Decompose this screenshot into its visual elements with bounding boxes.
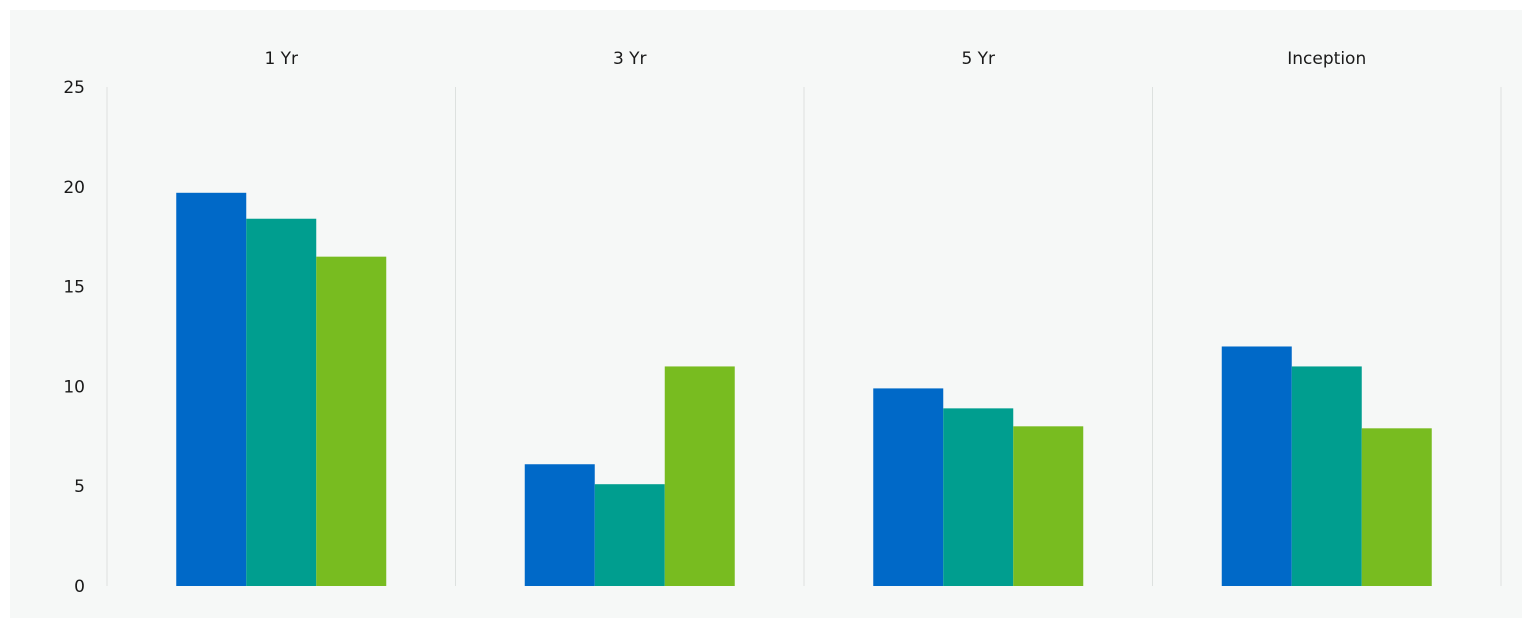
y-tick-label: 25: [63, 78, 85, 98]
y-tick-label: 15: [63, 278, 85, 298]
bar: [246, 218, 317, 586]
category-label: 1 Yr: [264, 49, 298, 69]
bar: [873, 388, 944, 586]
category-label: 3 Yr: [613, 49, 647, 69]
bar: [1361, 428, 1432, 586]
bar: [1291, 366, 1362, 586]
category-label: Inception: [1287, 49, 1366, 69]
bar: [176, 192, 247, 586]
category-label: 5 Yr: [961, 49, 995, 69]
y-tick-label: 5: [74, 477, 85, 497]
y-tick-label: 20: [63, 178, 85, 198]
bar: [594, 484, 665, 586]
bar: [664, 366, 735, 586]
y-axis-tick-labels: 0 5 10 15 20 25: [63, 78, 85, 597]
y-tick-label: 10: [63, 377, 85, 397]
bar: [1221, 346, 1292, 586]
y-tick-label: 0: [74, 577, 85, 597]
bar: [1013, 426, 1084, 586]
bar: [524, 464, 595, 586]
bars: [176, 192, 1432, 586]
bar: [943, 408, 1014, 586]
category-labels: 1 Yr 3 Yr 5 Yr Inception: [264, 49, 1366, 69]
bar: [316, 256, 387, 586]
category-separators: [106, 87, 1502, 586]
